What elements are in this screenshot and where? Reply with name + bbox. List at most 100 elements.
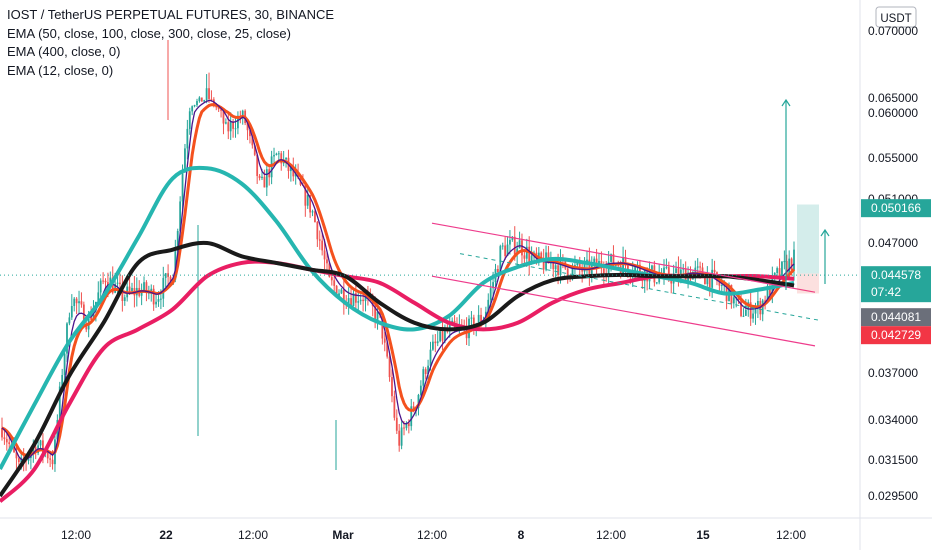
candle-body — [251, 136, 254, 146]
candle-body — [191, 106, 194, 112]
price-label-box — [861, 199, 931, 218]
x-tick-label: 12:00 — [417, 528, 447, 542]
price-label-box — [861, 266, 931, 303]
candle-body — [576, 261, 579, 266]
candle-body — [196, 101, 198, 106]
candle-body — [400, 427, 403, 446]
y-tick-label: 0.070000 — [868, 24, 918, 38]
price-label-box — [861, 326, 931, 345]
target-arrow-head — [781, 98, 791, 107]
candle-body — [277, 153, 280, 155]
candle-body — [309, 195, 312, 213]
candle-body — [513, 236, 516, 255]
candle-body — [335, 285, 338, 297]
candle-body — [5, 438, 8, 443]
candle-body — [78, 301, 80, 304]
candle-body — [732, 297, 735, 304]
x-tick-label: 8 — [518, 528, 525, 542]
x-tick-label: Mar — [332, 528, 354, 542]
candle-body — [559, 257, 562, 276]
candle-body — [436, 341, 439, 344]
position-target-zone[interactable] — [797, 204, 819, 274]
candle-body — [176, 230, 179, 252]
candle-body — [227, 122, 230, 132]
candle-body — [528, 246, 531, 263]
candle-body — [143, 282, 145, 291]
candle-body — [338, 293, 340, 297]
candle-body — [622, 257, 624, 274]
candle-body — [752, 313, 754, 319]
candle-body — [261, 176, 263, 179]
candle-body — [164, 273, 167, 278]
candle-body — [395, 417, 398, 431]
x-tick-label: 12:00 — [776, 528, 806, 542]
candle-body — [699, 266, 702, 268]
candle-body — [347, 298, 350, 306]
candle-body — [487, 299, 490, 312]
candle-body — [258, 176, 261, 179]
candle-body — [783, 261, 786, 263]
candle-body — [280, 153, 283, 164]
candle-body — [554, 265, 557, 270]
position-stop-zone[interactable] — [797, 273, 819, 294]
candle-body — [778, 268, 781, 277]
candle-body — [655, 282, 658, 284]
candle-body — [155, 301, 157, 305]
candle-body — [407, 423, 410, 427]
x-tick-label: 12:00 — [596, 528, 626, 542]
candle-body — [152, 288, 155, 305]
candle-body — [504, 245, 507, 256]
candle-body — [58, 386, 61, 420]
candle-body — [17, 458, 20, 463]
y-tick-label: 0.047000 — [868, 236, 918, 250]
candle-body — [383, 338, 386, 343]
candle-body — [357, 301, 360, 303]
candle-body — [417, 394, 420, 408]
candle-body — [82, 304, 85, 326]
candle-body — [718, 280, 721, 286]
candle-body — [364, 295, 367, 302]
candle-body — [70, 306, 73, 318]
candle-body — [8, 442, 11, 444]
candle-body — [123, 297, 126, 301]
currency-badge[interactable] — [875, 6, 917, 28]
candle-body — [557, 265, 559, 276]
candle-body — [472, 317, 475, 330]
candle-body — [220, 109, 222, 111]
candle-body — [578, 261, 581, 269]
secondary-arrow-head — [820, 228, 830, 237]
candle-body — [150, 288, 153, 293]
candle-body — [381, 315, 384, 339]
chart-title: IOST / TetherUS PERPETUAL FUTURES, 30, B… — [7, 7, 335, 22]
candle-body — [677, 268, 680, 279]
candle-body — [97, 292, 100, 302]
candle-body — [441, 331, 444, 341]
candle-body — [422, 369, 425, 386]
candle-body — [434, 341, 437, 344]
candle-body — [203, 100, 206, 102]
candle-body — [321, 240, 324, 251]
x-tick-label: 22 — [159, 528, 173, 542]
candle-body — [342, 289, 345, 305]
candle-body — [75, 298, 78, 304]
candle-body — [542, 259, 545, 270]
candle-body — [263, 176, 266, 188]
candle-body — [511, 236, 514, 240]
candle-body — [224, 122, 227, 124]
candle-body — [49, 458, 52, 460]
candle-body — [27, 458, 30, 461]
candle-body — [210, 98, 213, 100]
y-tick-label: 0.031500 — [868, 453, 918, 467]
candle-body — [285, 157, 287, 160]
candle-body — [665, 267, 668, 269]
candle-body — [200, 97, 203, 102]
candle-body — [489, 288, 492, 300]
candle-body — [386, 342, 389, 357]
candle-body — [85, 325, 88, 330]
candle-body — [51, 459, 54, 465]
candle-body — [46, 452, 49, 459]
candle-body — [316, 221, 319, 240]
candle-body — [145, 282, 148, 294]
candle-body — [73, 298, 76, 307]
